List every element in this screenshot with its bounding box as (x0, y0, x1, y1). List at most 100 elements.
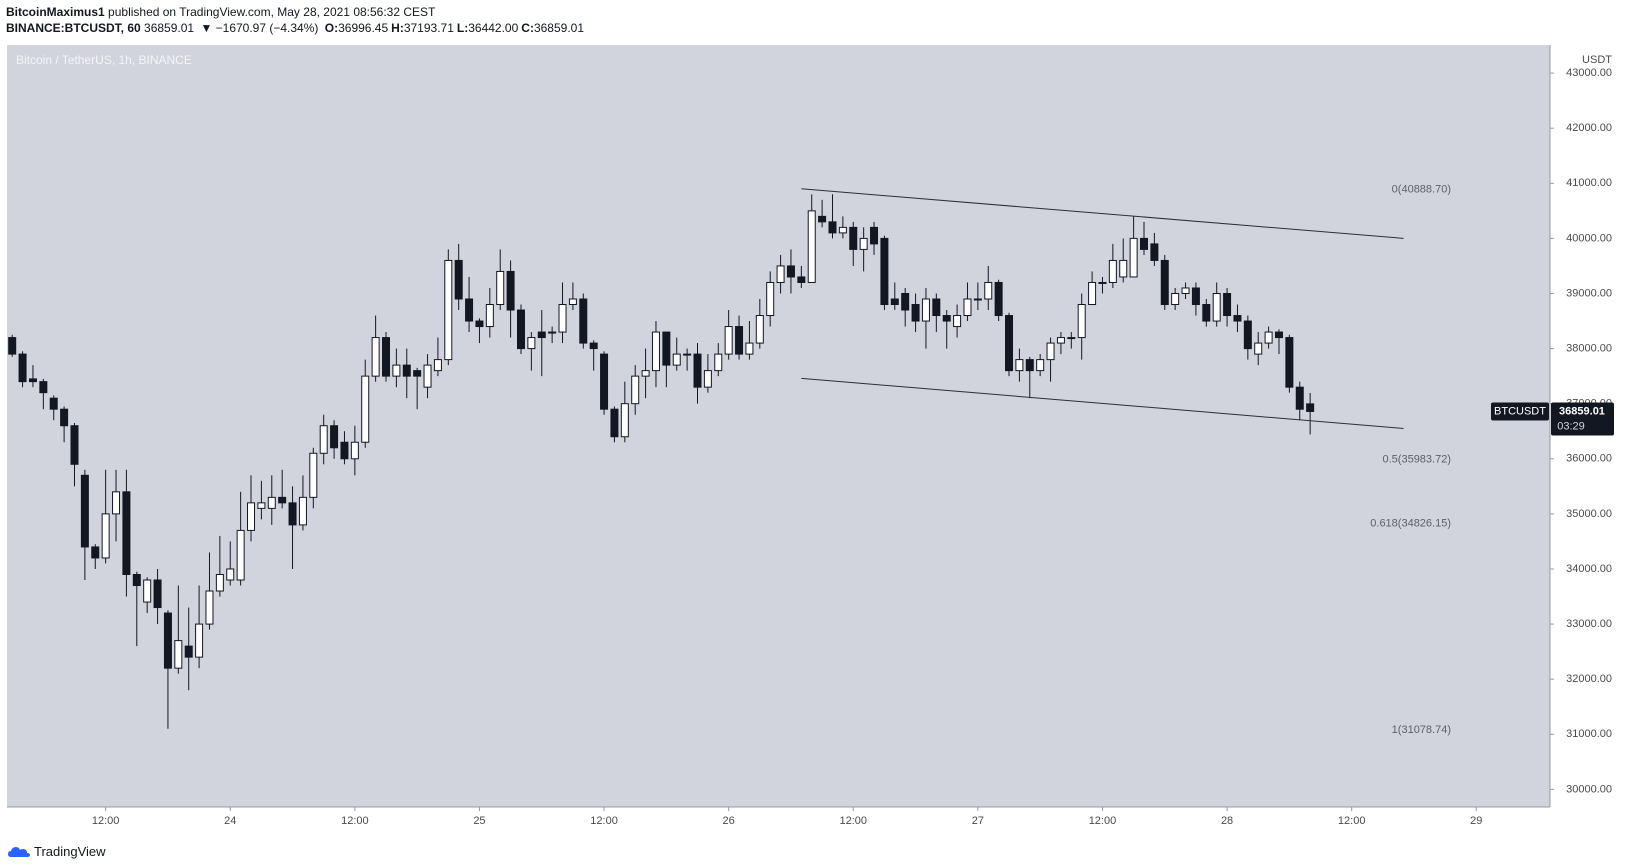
chart-legend: Bitcoin / TetherUS, 1h, BINANCE (16, 53, 192, 67)
ohlc-value: 36442.00 (468, 21, 519, 35)
candle-body (901, 292, 910, 311)
candle-body (174, 640, 183, 669)
candle-body (973, 298, 982, 301)
candle-body (527, 337, 536, 350)
candle-body (1191, 287, 1200, 306)
candle-body (859, 237, 868, 250)
candle-body (849, 226, 858, 250)
ohlc-key: O: (324, 21, 339, 35)
candle-body (1129, 237, 1138, 278)
y-tick-label: 32000.00 (1566, 673, 1612, 685)
candle-body (818, 215, 827, 223)
candle-body (932, 298, 941, 317)
price-label: 36859.01 (1559, 405, 1605, 417)
candle-body (953, 315, 962, 328)
candle-body (558, 304, 567, 333)
candle-body (402, 364, 411, 377)
candle-body (143, 579, 152, 603)
candle-body (454, 259, 463, 300)
candle-body (184, 645, 193, 658)
fib-label: 0(40888.70) (1392, 183, 1451, 195)
brand: TradingView (34, 844, 106, 859)
candle-body (828, 221, 837, 234)
x-tick-label: 12:00 (839, 815, 867, 827)
logo (8, 846, 30, 857)
y-tick-label: 39000.00 (1566, 287, 1612, 299)
candle-body (1036, 359, 1045, 372)
candle-body (1025, 359, 1034, 372)
candle-body (80, 474, 89, 548)
candle-body (1254, 342, 1263, 355)
candle-body (703, 370, 712, 388)
candle-body (984, 281, 993, 300)
candle-body (392, 364, 401, 377)
candle-body (610, 408, 619, 438)
candle-body (18, 353, 27, 383)
y-tick-label: 31000.00 (1566, 728, 1612, 740)
y-tick-label: 30000.00 (1566, 783, 1612, 795)
candle-body (516, 309, 525, 350)
candle-body (444, 259, 453, 361)
candle-body (589, 342, 598, 350)
candle-body (745, 342, 754, 355)
candle-body (433, 359, 442, 372)
candle-body (1056, 337, 1065, 344)
x-tick-label: 26 (723, 815, 735, 827)
candle-body (382, 337, 391, 377)
fib-label: 0.618(34826.15) (1370, 517, 1451, 529)
candle-body (485, 304, 494, 328)
price: 36859.01 (144, 21, 195, 35)
candle-body (1015, 359, 1024, 372)
candle-body (278, 496, 287, 504)
y-tick-label: 40000.00 (1566, 232, 1612, 244)
candle-body (465, 298, 474, 322)
ohlc-value: 36996.45 (338, 21, 389, 35)
candle-body (963, 298, 972, 317)
y-tick-label: 34000.00 (1566, 563, 1612, 575)
candle-body (880, 237, 889, 306)
countdown-label: 03:29 (1557, 420, 1585, 432)
y-tick-label: 43000.00 (1566, 67, 1612, 79)
candle-body (693, 353, 702, 388)
candle-body (1274, 331, 1283, 339)
candle-body (350, 441, 359, 460)
candle-body (49, 397, 58, 410)
candle-body (641, 370, 650, 377)
candle-body (361, 375, 370, 443)
candle-body (1088, 281, 1097, 306)
candle-body (496, 270, 505, 306)
candle-body (776, 265, 785, 283)
candle-body (568, 298, 577, 306)
ohlc-value: 37193.71 (403, 21, 454, 35)
price-badge (1551, 402, 1614, 436)
candle-body (1264, 331, 1273, 344)
candle-body (548, 331, 557, 334)
y-tick-label: 36000.00 (1566, 453, 1612, 465)
candle-body (1005, 315, 1014, 372)
change: ▼ −1670.97 (−4.34%) (200, 21, 319, 35)
candle-body (1067, 337, 1076, 340)
y-tick-label: 33000.00 (1566, 618, 1612, 630)
candle-body (1212, 292, 1221, 322)
candle-body (1098, 281, 1107, 284)
candle-body (911, 304, 920, 322)
published: published on TradingView.com, May 28, 20… (108, 5, 436, 19)
ohlc-key: L: (456, 21, 469, 35)
candle-body (921, 298, 930, 322)
candle-body (60, 408, 69, 427)
candle-body (1243, 320, 1252, 350)
candle-body (112, 491, 121, 515)
trend-line (801, 377, 1404, 429)
ohlc-value: 36859.01 (533, 21, 585, 35)
candle-body (735, 326, 744, 355)
candle-body (319, 425, 328, 454)
author: BitcoinMaximus1 (6, 5, 105, 19)
candle-body (475, 320, 484, 328)
header: BitcoinMaximus1 published on TradingView… (6, 4, 587, 36)
candle-body (340, 441, 349, 460)
fib-label: 0.5(35983.72) (1383, 454, 1452, 466)
candle-body (1202, 304, 1211, 322)
y-tick-label: 35000.00 (1566, 508, 1612, 520)
candle-body (1181, 287, 1190, 294)
candle-body (620, 403, 629, 438)
